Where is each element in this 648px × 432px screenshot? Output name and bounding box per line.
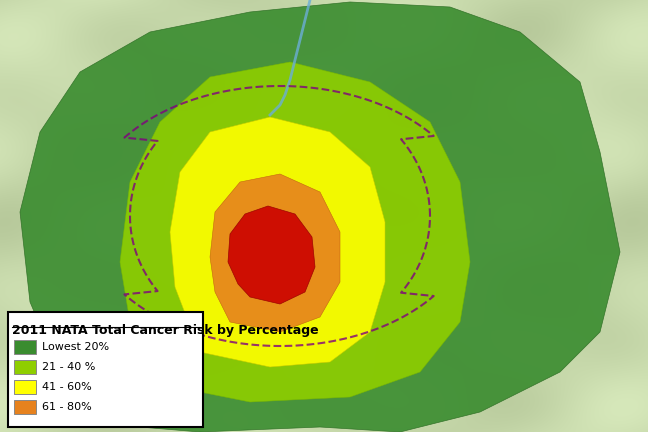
Polygon shape <box>20 2 620 432</box>
Polygon shape <box>210 174 340 332</box>
FancyBboxPatch shape <box>14 340 36 354</box>
Polygon shape <box>120 62 470 402</box>
Text: Lowest 20%: Lowest 20% <box>42 342 109 352</box>
Text: 41 - 60%: 41 - 60% <box>42 382 92 392</box>
Text: 21 - 40 %: 21 - 40 % <box>42 362 95 372</box>
FancyBboxPatch shape <box>14 400 36 414</box>
Text: 61 - 80%: 61 - 80% <box>42 402 92 412</box>
FancyBboxPatch shape <box>8 312 203 427</box>
Polygon shape <box>170 117 385 367</box>
Polygon shape <box>228 206 315 304</box>
FancyBboxPatch shape <box>14 380 36 394</box>
Text: 2011 NATA Total Cancer Risk by Percentage: 2011 NATA Total Cancer Risk by Percentag… <box>12 324 319 337</box>
FancyBboxPatch shape <box>14 360 36 374</box>
